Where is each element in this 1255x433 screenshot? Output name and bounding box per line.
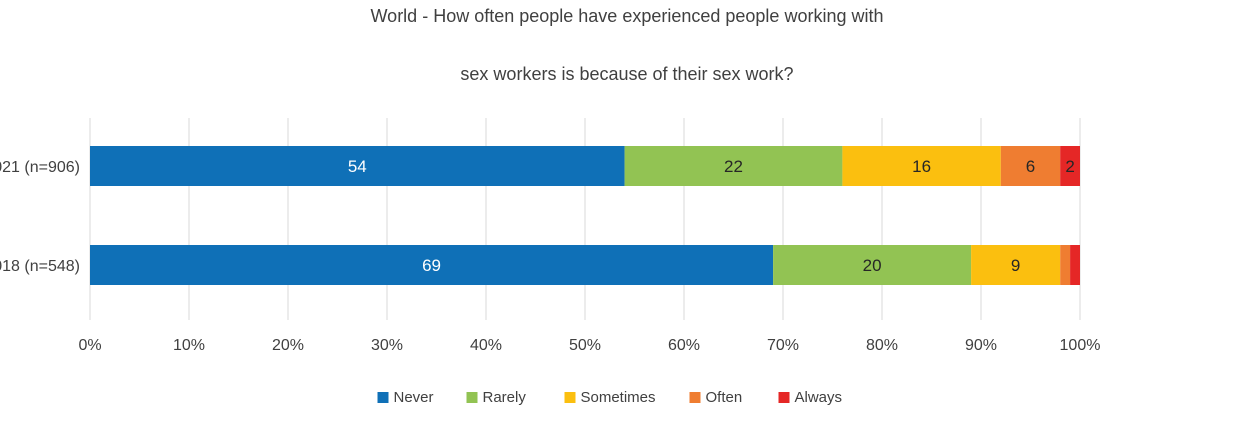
data-label: 22 xyxy=(724,157,743,176)
chart-title-line-1: World - How often people have experience… xyxy=(371,6,884,26)
data-label: 69 xyxy=(422,256,441,275)
bar-segment-rarely-1 xyxy=(624,146,843,186)
x-tick-label: 0% xyxy=(78,337,101,354)
legend-label-sometimes: Sometimes xyxy=(581,389,656,406)
category-label: 2018 (n=548) xyxy=(0,258,80,275)
bar-segment-often-2 xyxy=(1060,245,1071,285)
x-tick-label: 100% xyxy=(1060,337,1101,354)
x-tick-label: 30% xyxy=(371,337,403,354)
chart-title-line-2: sex workers is because of their sex work… xyxy=(460,64,793,84)
data-labels: 54 22 16 6 2 69 20 9 xyxy=(348,157,1075,275)
x-tick-label: 80% xyxy=(866,337,898,354)
bar-segment-sometimes-2 xyxy=(971,245,1061,285)
data-label: 54 xyxy=(348,157,367,176)
data-label: 16 xyxy=(912,157,931,176)
legend-swatch-often xyxy=(689,392,701,403)
bar-segment-always-1 xyxy=(1060,146,1080,186)
legend-label-rarely: Rarely xyxy=(483,389,527,406)
x-tick-label: 60% xyxy=(668,337,700,354)
bar-segment-often-1 xyxy=(1000,146,1061,186)
data-label: 20 xyxy=(863,256,882,275)
category-labels: 2021 (n=906) 2018 (n=548) xyxy=(0,159,80,275)
data-label: 6 xyxy=(1026,157,1035,176)
x-tick-label: 90% xyxy=(965,337,997,354)
data-label: 2 xyxy=(1065,157,1074,176)
x-tick-label: 10% xyxy=(173,337,205,354)
bar-segment-always-2 xyxy=(1070,245,1080,285)
legend-label-never: Never xyxy=(394,389,434,406)
chart-title: World - How often people have experience… xyxy=(371,6,884,84)
bar-segment-never-1 xyxy=(90,146,625,186)
x-tick-label: 20% xyxy=(272,337,304,354)
legend-swatch-never xyxy=(377,392,389,403)
x-axis-tick-labels: 0% 10% 20% 30% 40% 50% 60% 70% 80% 90% 100% xyxy=(78,337,1100,354)
legend: Never Rarely Sometimes Often Always xyxy=(377,389,843,406)
bar-segment-sometimes-1 xyxy=(842,146,1001,186)
x-tick-label: 50% xyxy=(569,337,601,354)
category-label: 2021 (n=906) xyxy=(0,159,80,176)
x-tick-label: 40% xyxy=(470,337,502,354)
legend-swatch-sometimes xyxy=(564,392,576,403)
bar-segment-never-2 xyxy=(90,245,774,285)
x-tick-label: 70% xyxy=(767,337,799,354)
legend-swatch-always xyxy=(778,392,790,403)
bar-segment-rarely-2 xyxy=(773,245,972,285)
bars xyxy=(90,146,1080,285)
legend-swatch-rarely xyxy=(466,392,478,403)
legend-label-always: Always xyxy=(795,389,843,406)
legend-label-often: Often xyxy=(706,389,743,406)
data-label: 9 xyxy=(1011,256,1020,275)
